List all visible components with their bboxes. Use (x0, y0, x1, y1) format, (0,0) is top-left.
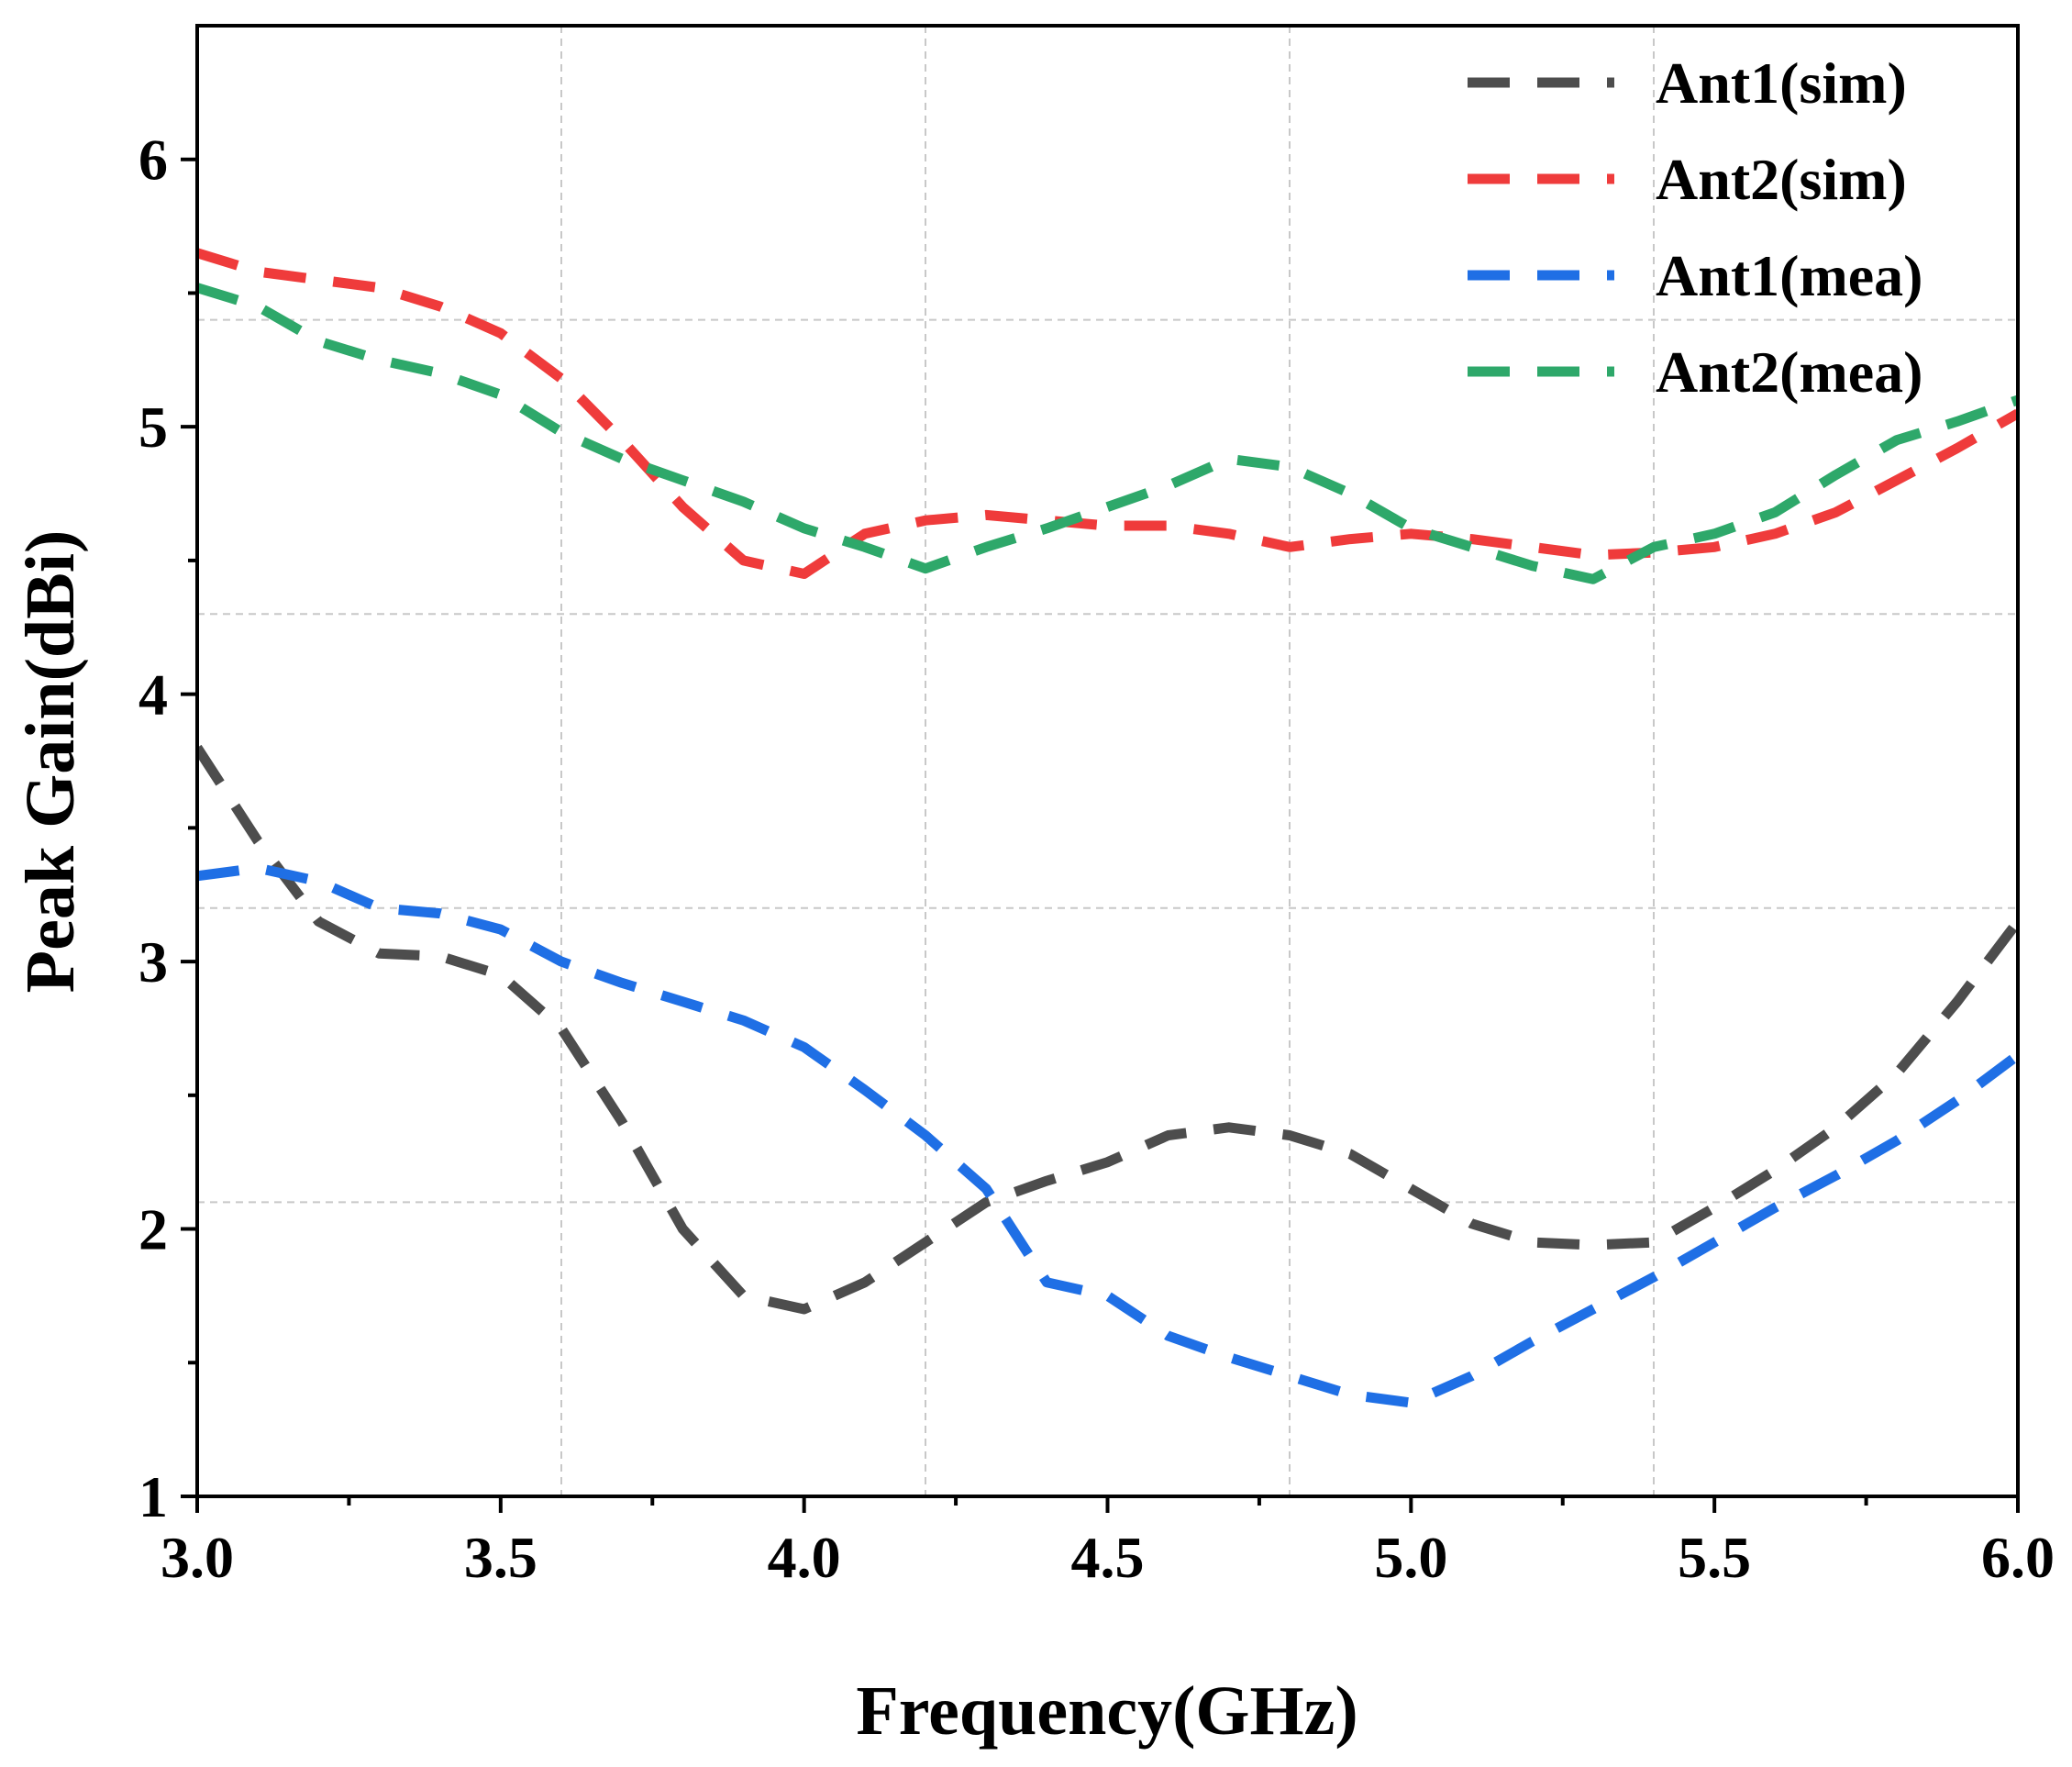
series-line-ant2-mea (197, 283, 2018, 584)
y-tick-label: 1 (139, 1464, 168, 1529)
x-tick-label: 4.5 (1071, 1525, 1145, 1590)
x-axis-title: Frequency(GHz) (856, 1673, 1357, 1750)
y-tick-label: 6 (139, 128, 168, 193)
y-axis-title: Peak Gain(dBi) (12, 530, 89, 994)
series-line-ant1-sim (197, 744, 2018, 1315)
axes: 3.0 3.5 4.0 4.5 5.0 5.5 6.0 1 2 3 4 5 6 (139, 24, 2055, 1590)
legend-label-ant1-sim: Ant1(sim) (1656, 50, 1907, 116)
x-tick-label: 6.0 (1981, 1525, 2055, 1590)
legend-label-ant2-sim: Ant2(sim) (1656, 147, 1907, 212)
x-tick-label: 3.5 (464, 1525, 537, 1590)
x-tick-label: 5.5 (1678, 1525, 1751, 1590)
x-tick-label: 4.0 (768, 1525, 841, 1590)
legend-label-ant2-mea: Ant2(mea) (1656, 339, 1922, 405)
y-tick-label: 4 (139, 662, 168, 728)
y-tick-label: 2 (139, 1197, 168, 1262)
legend-label-ant1-mea: Ant1(mea) (1656, 243, 1922, 308)
x-tick-label: 5.0 (1374, 1525, 1447, 1590)
series-line-ant2-sim (197, 248, 2018, 579)
series-lines (197, 248, 2018, 1408)
y-tick-label: 5 (139, 395, 168, 460)
series-line-ant1-mea (197, 862, 2018, 1408)
x-tick-label: 3.0 (161, 1525, 234, 1590)
legend: Ant1(sim) Ant2(sim) Ant1(mea) Ant2(mea) (1468, 50, 1922, 405)
grid-lines (197, 26, 2018, 1496)
y-tick-label: 3 (139, 929, 168, 995)
